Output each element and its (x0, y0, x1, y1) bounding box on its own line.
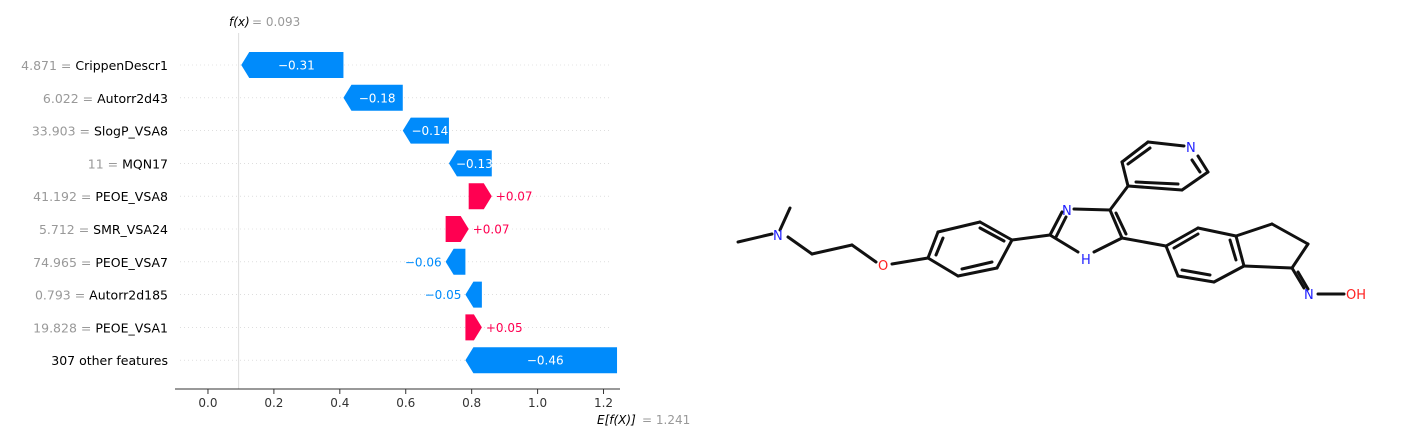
feature-value: 11 = (88, 156, 122, 171)
positive-bar (445, 216, 469, 242)
feature-name: CrippenDescr1 (75, 58, 168, 73)
feature-label: 74.965 = PEOE_VSA7 (33, 255, 168, 270)
imidazole-n-label: N (1062, 204, 1072, 219)
fx-value: = 0.093 (252, 15, 300, 29)
feature-value: 19.828 = (33, 320, 95, 335)
oxime-oh-label: OH (1346, 288, 1366, 303)
negative-bar (465, 347, 618, 374)
positive-bar (465, 314, 482, 341)
feature-label: 11 = MQN17 (88, 156, 168, 171)
feature-label: 0.793 = Autorr2d185 (35, 288, 168, 303)
bar-value-label: −0.05 (425, 288, 462, 302)
feature-value: 0.793 = (35, 288, 89, 303)
feature-value: 6.022 = (43, 91, 97, 106)
feature-name: 307 other features (51, 353, 168, 368)
x-tick-label: 0.2 (264, 396, 283, 410)
negative-bar (241, 52, 344, 78)
feature-label: 33.903 = SlogP_VSA8 (32, 124, 168, 139)
x-tick-label: 1.0 (528, 396, 547, 410)
bar-value-label: −0.06 (405, 255, 442, 269)
feature-name: PEOE_VSA7 (95, 255, 168, 270)
shap-waterfall-chart: f(x) = 0.093 4.871 = CrippenDescr1 6.022 … (21, 15, 690, 427)
x-tick-label: 1.2 (594, 396, 613, 410)
x-tick-label: 0.4 (330, 396, 349, 410)
feature-label: 41.192 = PEOE_VSA8 (33, 189, 168, 204)
x-axis-ticks: 0.0 0.2 0.4 0.6 0.8 1.0 1.2 (198, 389, 613, 410)
feature-name: Autorr2d185 (89, 288, 168, 303)
bar-value-label: −0.18 (359, 91, 396, 105)
bar-value-label: +0.07 (473, 223, 510, 237)
feature-name: SlogP_VSA8 (94, 124, 168, 139)
bar-value-label: −0.31 (278, 59, 315, 73)
feature-name: SMR_VSA24 (93, 222, 168, 237)
feature-value: 33.903 = (32, 124, 94, 139)
feature-label: 5.712 = SMR_VSA24 (39, 222, 168, 237)
bar-value-label: +0.07 (496, 190, 533, 204)
molecule-bonds (736, 140, 1346, 296)
feature-value: 74.965 = (33, 255, 95, 270)
base-label: E[f(X)] (597, 413, 636, 427)
feature-name: Autorr2d43 (97, 91, 168, 106)
x-axis: 0.0 0.2 0.4 0.6 0.8 1.0 1.2 (175, 388, 620, 410)
feature-label: 307 other features (51, 353, 168, 368)
feature-rows: 4.871 = CrippenDescr1 6.022 = Autorr2d43 3… (21, 58, 168, 368)
bar-value-label: −0.13 (456, 157, 493, 171)
x-tick-label: 0.0 (198, 396, 217, 410)
molecule-structure: N O N H N N OH (736, 140, 1366, 303)
ether-o-label: O (878, 259, 888, 274)
pyridine-n-label: N (1186, 141, 1196, 156)
negative-bar (343, 84, 403, 111)
fx-header: f(x) = 0.093 (229, 15, 300, 29)
feature-value: 4.871 = (21, 58, 75, 73)
negative-bar (465, 281, 482, 308)
bar-value-label: −0.46 (527, 354, 564, 368)
feature-name: PEOE_VSA1 (95, 320, 168, 335)
fx-label: f(x) (229, 15, 250, 29)
positive-bar (468, 183, 492, 210)
base-header: E[f(X)] = 1.241 (597, 413, 690, 427)
feature-label: 19.828 = PEOE_VSA1 (33, 320, 168, 335)
amine-n-label: N (773, 229, 783, 244)
bar-value-label: −0.14 (411, 124, 448, 138)
feature-name: MQN17 (122, 156, 168, 171)
oxime-n-label: N (1304, 288, 1314, 303)
base-value: = 1.241 (642, 413, 690, 427)
bar-value-label: +0.05 (486, 321, 523, 335)
feature-name: PEOE_VSA8 (95, 189, 168, 204)
feature-value: 5.712 = (39, 222, 93, 237)
feature-label: 4.871 = CrippenDescr1 (21, 58, 168, 73)
x-tick-label: 0.6 (396, 396, 415, 410)
negative-bar (448, 150, 492, 177)
negative-bar (445, 248, 466, 275)
waterfall-bars: −0.31 −0.18 −0.14 −0.13 +0.07 +0.07 −0.06 −0.05… (241, 52, 618, 374)
x-tick-label: 0.8 (462, 396, 481, 410)
feature-label: 6.022 = Autorr2d43 (43, 91, 168, 106)
imidazole-nh-label: H (1081, 253, 1091, 268)
negative-bar (402, 117, 449, 144)
atom-labels: N O N H N N OH (773, 141, 1366, 303)
feature-value: 41.192 = (33, 189, 95, 204)
